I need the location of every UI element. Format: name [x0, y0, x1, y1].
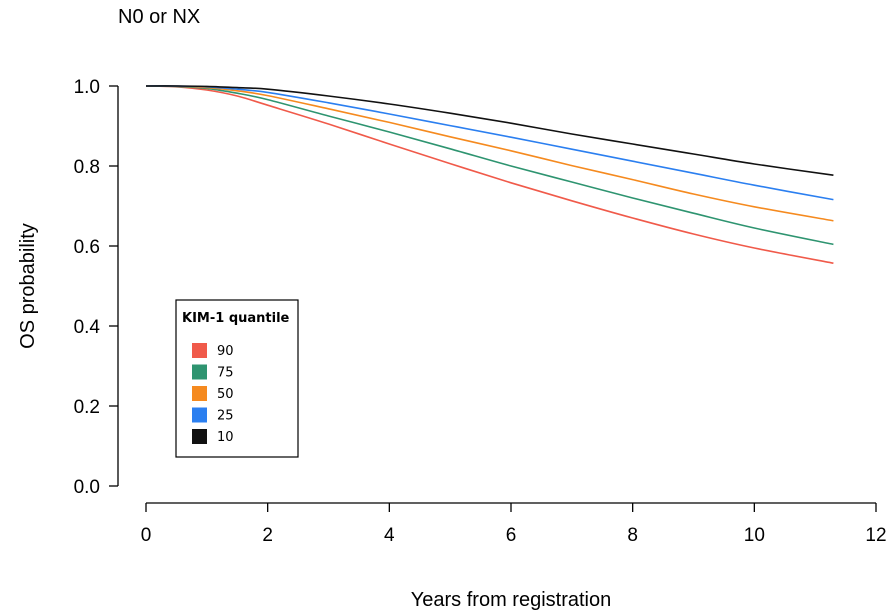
- y-tick-label: 0.0: [74, 477, 100, 498]
- legend-swatch-90: [192, 343, 207, 358]
- series-line-25: [145, 85, 834, 201]
- y-axis-title: OS probability: [17, 223, 39, 349]
- legend: KIM-1 quantile 90 75 50 25 10: [175, 299, 299, 458]
- x-tick-label: 0: [141, 525, 152, 546]
- x-tick-label: 8: [627, 525, 638, 546]
- series-line-10: [145, 85, 834, 176]
- y-tick-label: 0.4: [74, 317, 101, 338]
- legend-label-75: 75: [217, 366, 234, 381]
- legend-swatch-75: [192, 364, 207, 380]
- y-tick-label: 0.6: [74, 237, 100, 258]
- axes: 0 2 4 6 8 10 12 0.0 0.2 0.4 0.6 0.8 1.0: [74, 77, 887, 546]
- legend-items: 90 75 50 25 10: [192, 343, 234, 445]
- legend-swatch-10: [192, 429, 207, 444]
- legend-label-90: 90: [217, 344, 234, 359]
- y-tick-label: 1.0: [74, 77, 100, 98]
- x-tick-label: 12: [865, 525, 886, 546]
- legend-title: KIM-1 quantile: [182, 311, 290, 326]
- legend-swatch-50: [192, 386, 207, 401]
- legend-label-10: 10: [217, 430, 234, 445]
- x-tick-label: 4: [384, 525, 395, 546]
- x-axis-title: Years from registration: [411, 589, 611, 611]
- x-tick-label: 6: [506, 525, 517, 546]
- legend-label-25: 25: [217, 409, 234, 424]
- y-tick-label: 0.2: [74, 397, 100, 418]
- legend-swatch-25: [192, 407, 207, 423]
- series-lines: [145, 85, 834, 264]
- y-tick-label: 0.8: [74, 157, 100, 178]
- x-tick-label: 10: [744, 525, 765, 546]
- series-line-50: [145, 85, 834, 222]
- legend-label-50: 50: [217, 387, 234, 402]
- series-line-90: [145, 85, 834, 264]
- chart-title: N0 or NX: [118, 6, 200, 28]
- x-tick-label: 2: [262, 525, 273, 546]
- series-line-75: [145, 85, 834, 246]
